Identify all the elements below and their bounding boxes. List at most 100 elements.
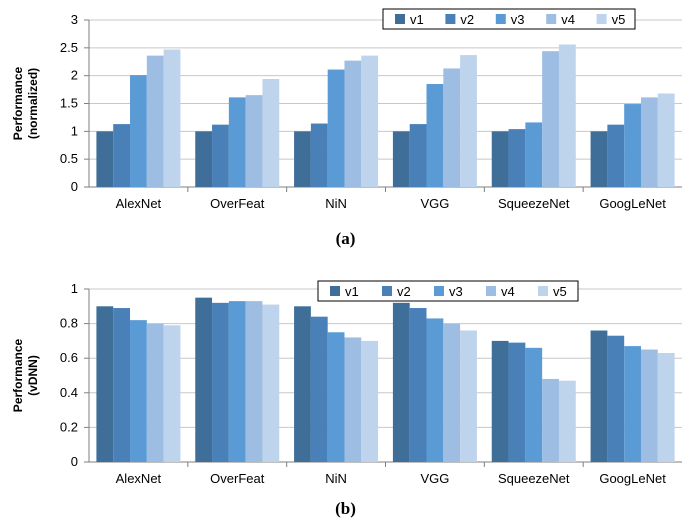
bar-nin-v3 <box>327 69 345 187</box>
bar-squeezenet-v3 <box>525 122 543 187</box>
bar-squeezenet-v4 <box>542 51 559 187</box>
bar-squeezenet-v3 <box>525 347 543 462</box>
bar-vgg-v3 <box>426 318 444 462</box>
legend-label-v5: v5 <box>612 12 626 27</box>
y-tick-label: 3 <box>71 12 78 27</box>
bar-nin-v4 <box>344 60 362 187</box>
bar-overfeat-v4 <box>245 95 263 187</box>
bar-alexnet-v2 <box>113 124 131 187</box>
figure-caption: (b) <box>335 499 356 518</box>
bar-overfeat-v2 <box>212 124 229 187</box>
bar-googlenet-v1 <box>590 330 608 462</box>
bar-vgg-v5 <box>460 55 477 187</box>
x-category-label: AlexNet <box>116 196 162 211</box>
bar-googlenet-v2 <box>607 124 625 187</box>
bar-vgg-v2 <box>409 308 427 462</box>
chart-b: 0 0.2 0.4 0.6 0.8 1 AlexNet OverFeat NiN VGG Squee… <box>11 280 682 518</box>
x-category-label: SqueezeNet <box>498 471 570 486</box>
y-tick-label: 2.5 <box>60 40 78 55</box>
bar-vgg-v3 <box>426 84 444 187</box>
bar-vgg-v4 <box>443 68 461 187</box>
bar-nin-v2 <box>310 316 328 462</box>
bar-googlenet-v5 <box>657 93 675 187</box>
legend-label-v1: v1 <box>345 284 359 299</box>
y-tick-label: 1 <box>71 281 78 296</box>
legend-swatch-v1 <box>395 14 405 24</box>
y-tick-label: 0.8 <box>60 316 78 331</box>
legend-label-v1: v1 <box>410 12 424 27</box>
y-axis-title: Performance(normalized) <box>11 66 40 140</box>
legend-label-v2: v2 <box>397 284 411 299</box>
x-category-label: OverFeat <box>210 471 265 486</box>
legend-label-v4: v4 <box>561 12 575 27</box>
legend-swatch-v4 <box>486 286 496 296</box>
x-category-label: VGG <box>420 196 449 211</box>
bar-alexnet-v4 <box>146 323 164 462</box>
bar-squeezenet-v1 <box>491 340 509 462</box>
bar-vgg-v1 <box>392 302 410 462</box>
bar-alexnet-v4 <box>146 55 164 188</box>
legend-label-v3: v3 <box>449 284 463 299</box>
y-tick-label: 0 <box>71 179 78 194</box>
bar-nin-v5 <box>361 340 379 462</box>
y-tick-label: 0.6 <box>60 350 78 365</box>
bar-nin-v3 <box>327 332 345 462</box>
chart-a: 0 0.5 1 1.5 2 2.5 3 AlexNet OverFeat NiN VGG Squeez… <box>11 8 682 248</box>
bar-nin-v1 <box>294 306 311 462</box>
bar-squeezenet-v5 <box>558 44 576 187</box>
legend-swatch-v1 <box>330 286 340 296</box>
x-category-label: NiN <box>325 196 347 211</box>
bar-nin-v1 <box>294 131 311 187</box>
bar-vgg-v5 <box>460 330 477 462</box>
legend-swatch-v2 <box>445 14 456 24</box>
bar-alexnet-v3 <box>130 320 147 462</box>
x-category-label: NiN <box>325 471 347 486</box>
bar-vgg-v1 <box>392 131 410 187</box>
y-tick-label: 0.4 <box>60 385 78 400</box>
y-tick-label: 0 <box>71 454 78 469</box>
bar-alexnet-v3 <box>130 75 147 187</box>
legend-label-v3: v3 <box>511 12 525 27</box>
bar-overfeat-v5 <box>262 79 280 187</box>
y-axis-title: Performance(vDNN) <box>11 338 40 412</box>
x-category-label: SqueezeNet <box>498 196 570 211</box>
y-tick-label: 1 <box>71 123 78 138</box>
bar-vgg-v2 <box>409 124 427 187</box>
legend: v1 v2 v3 v4 v5 <box>317 280 579 302</box>
legend-swatch-v5 <box>596 14 607 24</box>
bar-overfeat-v1 <box>195 131 213 187</box>
y-axis-title-line: (normalized) <box>26 68 40 139</box>
bar-nin-v5 <box>361 55 379 188</box>
legend-swatch-v2 <box>382 286 392 296</box>
y-tick-label: 0.2 <box>60 419 78 434</box>
bar-googlenet-v4 <box>640 349 658 462</box>
bar-overfeat-v4 <box>245 301 263 462</box>
bar-googlenet-v1 <box>590 131 608 187</box>
y-axis-title-line: Performance <box>11 66 25 140</box>
bar-alexnet-v1 <box>96 131 114 187</box>
x-category-label: OverFeat <box>210 196 265 211</box>
bar-squeezenet-v1 <box>491 131 509 187</box>
legend: v1 v2 v3 v4 v5 <box>382 8 636 30</box>
bar-squeezenet-v4 <box>542 378 559 462</box>
legend-label-v4: v4 <box>501 284 515 299</box>
legend-label-v5: v5 <box>553 284 567 299</box>
bar-squeezenet-v2 <box>508 342 526 462</box>
bar-overfeat-v3 <box>228 301 246 462</box>
bar-googlenet-v3 <box>624 346 641 462</box>
bar-googlenet-v4 <box>640 97 658 187</box>
bar-overfeat-v3 <box>228 97 246 187</box>
legend-swatch-v3 <box>434 286 444 296</box>
y-axis-title-line: (vDNN) <box>26 355 40 396</box>
bar-googlenet-v3 <box>624 104 641 187</box>
x-category-label: AlexNet <box>116 471 162 486</box>
legend-swatch-v4 <box>546 14 557 24</box>
bar-overfeat-v5 <box>262 304 280 462</box>
x-category-label: VGG <box>420 471 449 486</box>
x-category-label: GoogLeNet <box>599 471 666 486</box>
bar-overfeat-v2 <box>212 302 229 462</box>
y-tick-label: 1.5 <box>60 96 78 111</box>
bar-alexnet-v2 <box>113 308 131 462</box>
y-axis-title-line: Performance <box>11 338 25 412</box>
